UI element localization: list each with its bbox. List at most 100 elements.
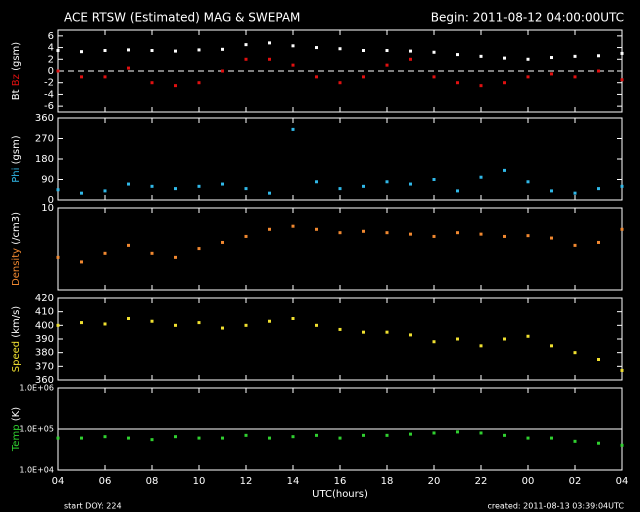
data-point [479, 54, 483, 58]
data-point [550, 236, 553, 240]
data-point [503, 81, 506, 85]
data-point [385, 63, 389, 67]
data-point [221, 326, 224, 330]
data-point [479, 344, 483, 348]
data-point [479, 431, 483, 435]
data-point [432, 340, 436, 344]
data-point [56, 69, 60, 73]
data-point [338, 231, 342, 235]
y-tick-label: 2 [48, 54, 54, 65]
data-point [479, 175, 483, 179]
data-point [103, 49, 107, 52]
data-point [409, 49, 412, 53]
x-tick-label: 20 [428, 476, 441, 487]
data-point [291, 127, 295, 131]
y-axis-label-part: Density [11, 245, 22, 286]
y-tick-label: 0 [48, 195, 54, 206]
data-point [479, 232, 483, 236]
data-point [456, 189, 459, 193]
start-doy: start DOY: 224 [64, 502, 122, 511]
data-point [80, 75, 83, 79]
data-point [526, 180, 530, 184]
y-tick-label: -2 [44, 78, 54, 89]
data-point [315, 46, 318, 50]
data-point [56, 49, 60, 52]
data-point [503, 168, 506, 172]
data-point [385, 231, 389, 235]
data-point [315, 323, 318, 327]
y-tick-label: 1.0E+05 [19, 425, 54, 434]
y-axis-label: Density (/cm3) [11, 212, 22, 286]
y-tick-label: 6 [48, 31, 54, 42]
data-point [80, 436, 83, 440]
data-point [150, 319, 154, 323]
data-point [385, 180, 389, 184]
data-point [268, 319, 271, 323]
y-tick-label: 90 [41, 175, 54, 186]
data-point [620, 227, 624, 231]
data-point [56, 436, 60, 440]
data-point [503, 433, 506, 437]
data-point [291, 435, 295, 439]
data-point [103, 189, 107, 193]
y-tick-label: 400 [35, 320, 54, 331]
data-point [197, 48, 201, 52]
data-point [197, 321, 201, 325]
y-tick-label: 0 [48, 66, 54, 77]
x-tick-label: 02 [569, 476, 582, 487]
data-point [150, 81, 154, 85]
y-axis-label-part: (K) [11, 407, 22, 421]
data-point [597, 187, 600, 191]
data-point [56, 255, 60, 259]
data-point [174, 323, 177, 327]
data-point [385, 49, 389, 52]
data-point [174, 435, 177, 439]
x-tick-label: 12 [240, 476, 253, 487]
data-point [550, 344, 553, 348]
data-point [409, 57, 412, 61]
data-point [291, 44, 295, 48]
data-point [597, 54, 600, 58]
data-point [550, 436, 553, 440]
data-point [103, 75, 107, 79]
data-point [526, 334, 530, 338]
y-tick-label: 380 [35, 348, 54, 359]
data-point [362, 184, 365, 188]
data-point [597, 441, 600, 445]
y-tick-label: 270 [35, 134, 54, 145]
data-point [338, 436, 342, 440]
data-point [597, 358, 600, 361]
data-point [150, 184, 154, 188]
data-point [620, 443, 624, 447]
data-point [409, 182, 412, 186]
data-point [573, 75, 577, 79]
data-point [503, 234, 506, 238]
x-tick-label: 18 [381, 476, 394, 487]
data-point [56, 323, 60, 327]
data-point [432, 431, 436, 435]
data-point [221, 182, 224, 186]
data-point [573, 351, 577, 355]
data-point [127, 317, 130, 320]
y-tick-label: 4 [48, 43, 54, 54]
data-point [244, 323, 248, 327]
data-point [362, 433, 365, 437]
data-point [573, 54, 577, 58]
data-point [597, 240, 600, 244]
y-axis-label: Bt Bz (gsm) [11, 42, 22, 100]
data-point [456, 430, 459, 434]
chart-title: ACE RTSW (Estimated) MAG & SWEPAM [64, 11, 300, 25]
y-axis-label-part: (km/s) [11, 306, 22, 338]
y-axis-label: Speed (km/s) [11, 306, 22, 373]
y-axis-label-part: Bz [11, 71, 22, 86]
x-tick-label: 10 [193, 476, 206, 487]
data-point [315, 75, 318, 79]
y-axis-label-part: (/cm3) [11, 212, 22, 245]
data-point [526, 234, 530, 238]
data-point [315, 180, 318, 184]
data-point [244, 433, 248, 437]
x-tick-label: 08 [146, 476, 159, 487]
y-tick-label: 390 [35, 334, 54, 345]
data-point [620, 51, 624, 55]
